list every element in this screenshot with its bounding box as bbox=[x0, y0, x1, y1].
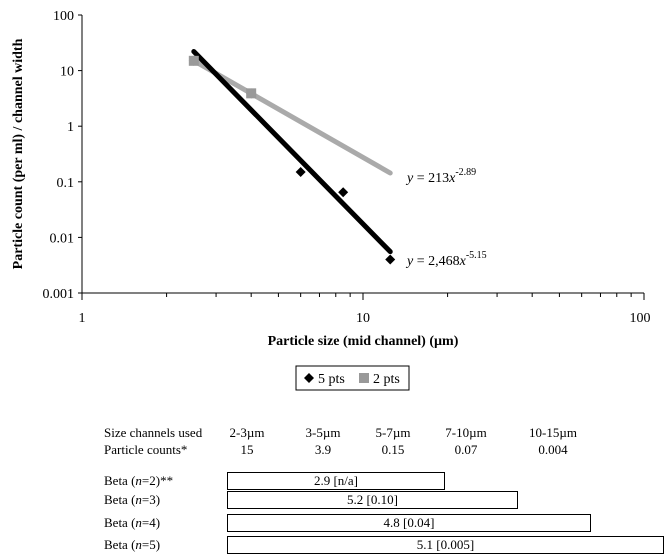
beta-row-label: Beta (n=4) bbox=[104, 515, 161, 530]
x-tick-label: 10 bbox=[356, 311, 370, 326]
y-tick-label: 0.001 bbox=[43, 287, 75, 302]
fit-line-2pts bbox=[191, 58, 393, 176]
point-2pts bbox=[188, 55, 199, 66]
beta-bar: 2.9 [n/a] bbox=[227, 472, 445, 490]
y-tick-label: 100 bbox=[53, 9, 74, 24]
particle-count-value: 15 bbox=[240, 442, 254, 457]
channel-header: 2-3µm bbox=[229, 425, 265, 440]
beta-bar: 4.8 [0.04] bbox=[227, 514, 591, 532]
fit-equation-2pts: y = 213x-2.89 bbox=[405, 167, 476, 186]
beta-row-label: Beta (n=2)** bbox=[104, 473, 174, 488]
x-tick-label: 100 bbox=[630, 311, 651, 326]
particle-count-value: 0.004 bbox=[538, 442, 568, 457]
particle-count-value: 0.15 bbox=[381, 442, 405, 457]
point-5pts bbox=[295, 167, 306, 178]
fit-labels: y = 2,468x-5.15 y = 213x-2.89 bbox=[405, 167, 487, 269]
x-tick-label: 1 bbox=[79, 311, 86, 326]
beta-bar: 5.2 [0.10] bbox=[227, 491, 518, 509]
legend-label-2pts: 2 pts bbox=[373, 372, 400, 387]
point-2pts bbox=[246, 88, 257, 99]
particle-count-value: 0.07 bbox=[454, 442, 478, 457]
chart: 0.001 0.01 0.1 1 10 100 1 10 100 y = 2,468x-5.15… bbox=[11, 9, 651, 391]
point-5pts bbox=[385, 254, 396, 265]
fit-lines bbox=[191, 49, 393, 255]
axes: 0.001 0.01 0.1 1 10 100 1 10 100 bbox=[43, 9, 651, 326]
beta-row-label: Beta (n=3) bbox=[104, 492, 161, 507]
legend-marker-2pts bbox=[359, 373, 369, 383]
particle-counts-label: Particle counts* bbox=[104, 442, 188, 457]
beta-row-label: Beta (n=5) bbox=[104, 537, 161, 552]
legend-marker-5pts bbox=[304, 373, 314, 383]
beta-bar: 5.1 [0.005] bbox=[227, 536, 664, 554]
legend: 5 pts 2 pts bbox=[295, 365, 410, 391]
y-tick-label: 10 bbox=[60, 65, 74, 80]
channel-header: 10-15µm bbox=[529, 425, 577, 440]
legend-label-5pts: 5 pts bbox=[318, 372, 345, 387]
x-axis-label: Particle size (mid channel) (µm) bbox=[268, 334, 459, 349]
size-channels-label: Size channels used bbox=[104, 425, 203, 440]
fit-line-5pts bbox=[191, 49, 393, 255]
y-tick-label: 1 bbox=[67, 120, 74, 135]
y-tick-label: 0.1 bbox=[57, 176, 75, 191]
y-tick-label: 0.01 bbox=[50, 231, 75, 246]
fit-equation-5pts: y = 2,468x-5.15 bbox=[405, 250, 487, 269]
channel-header: 3-5µm bbox=[305, 425, 341, 440]
data-points bbox=[188, 55, 396, 265]
particle-count-value: 3.9 bbox=[314, 442, 332, 457]
channel-header: 7-10µm bbox=[445, 425, 487, 440]
point-5pts bbox=[338, 187, 349, 198]
y-axis-label: Particle count (per ml) / channel width bbox=[11, 38, 26, 269]
channel-header: 5-7µm bbox=[375, 425, 411, 440]
